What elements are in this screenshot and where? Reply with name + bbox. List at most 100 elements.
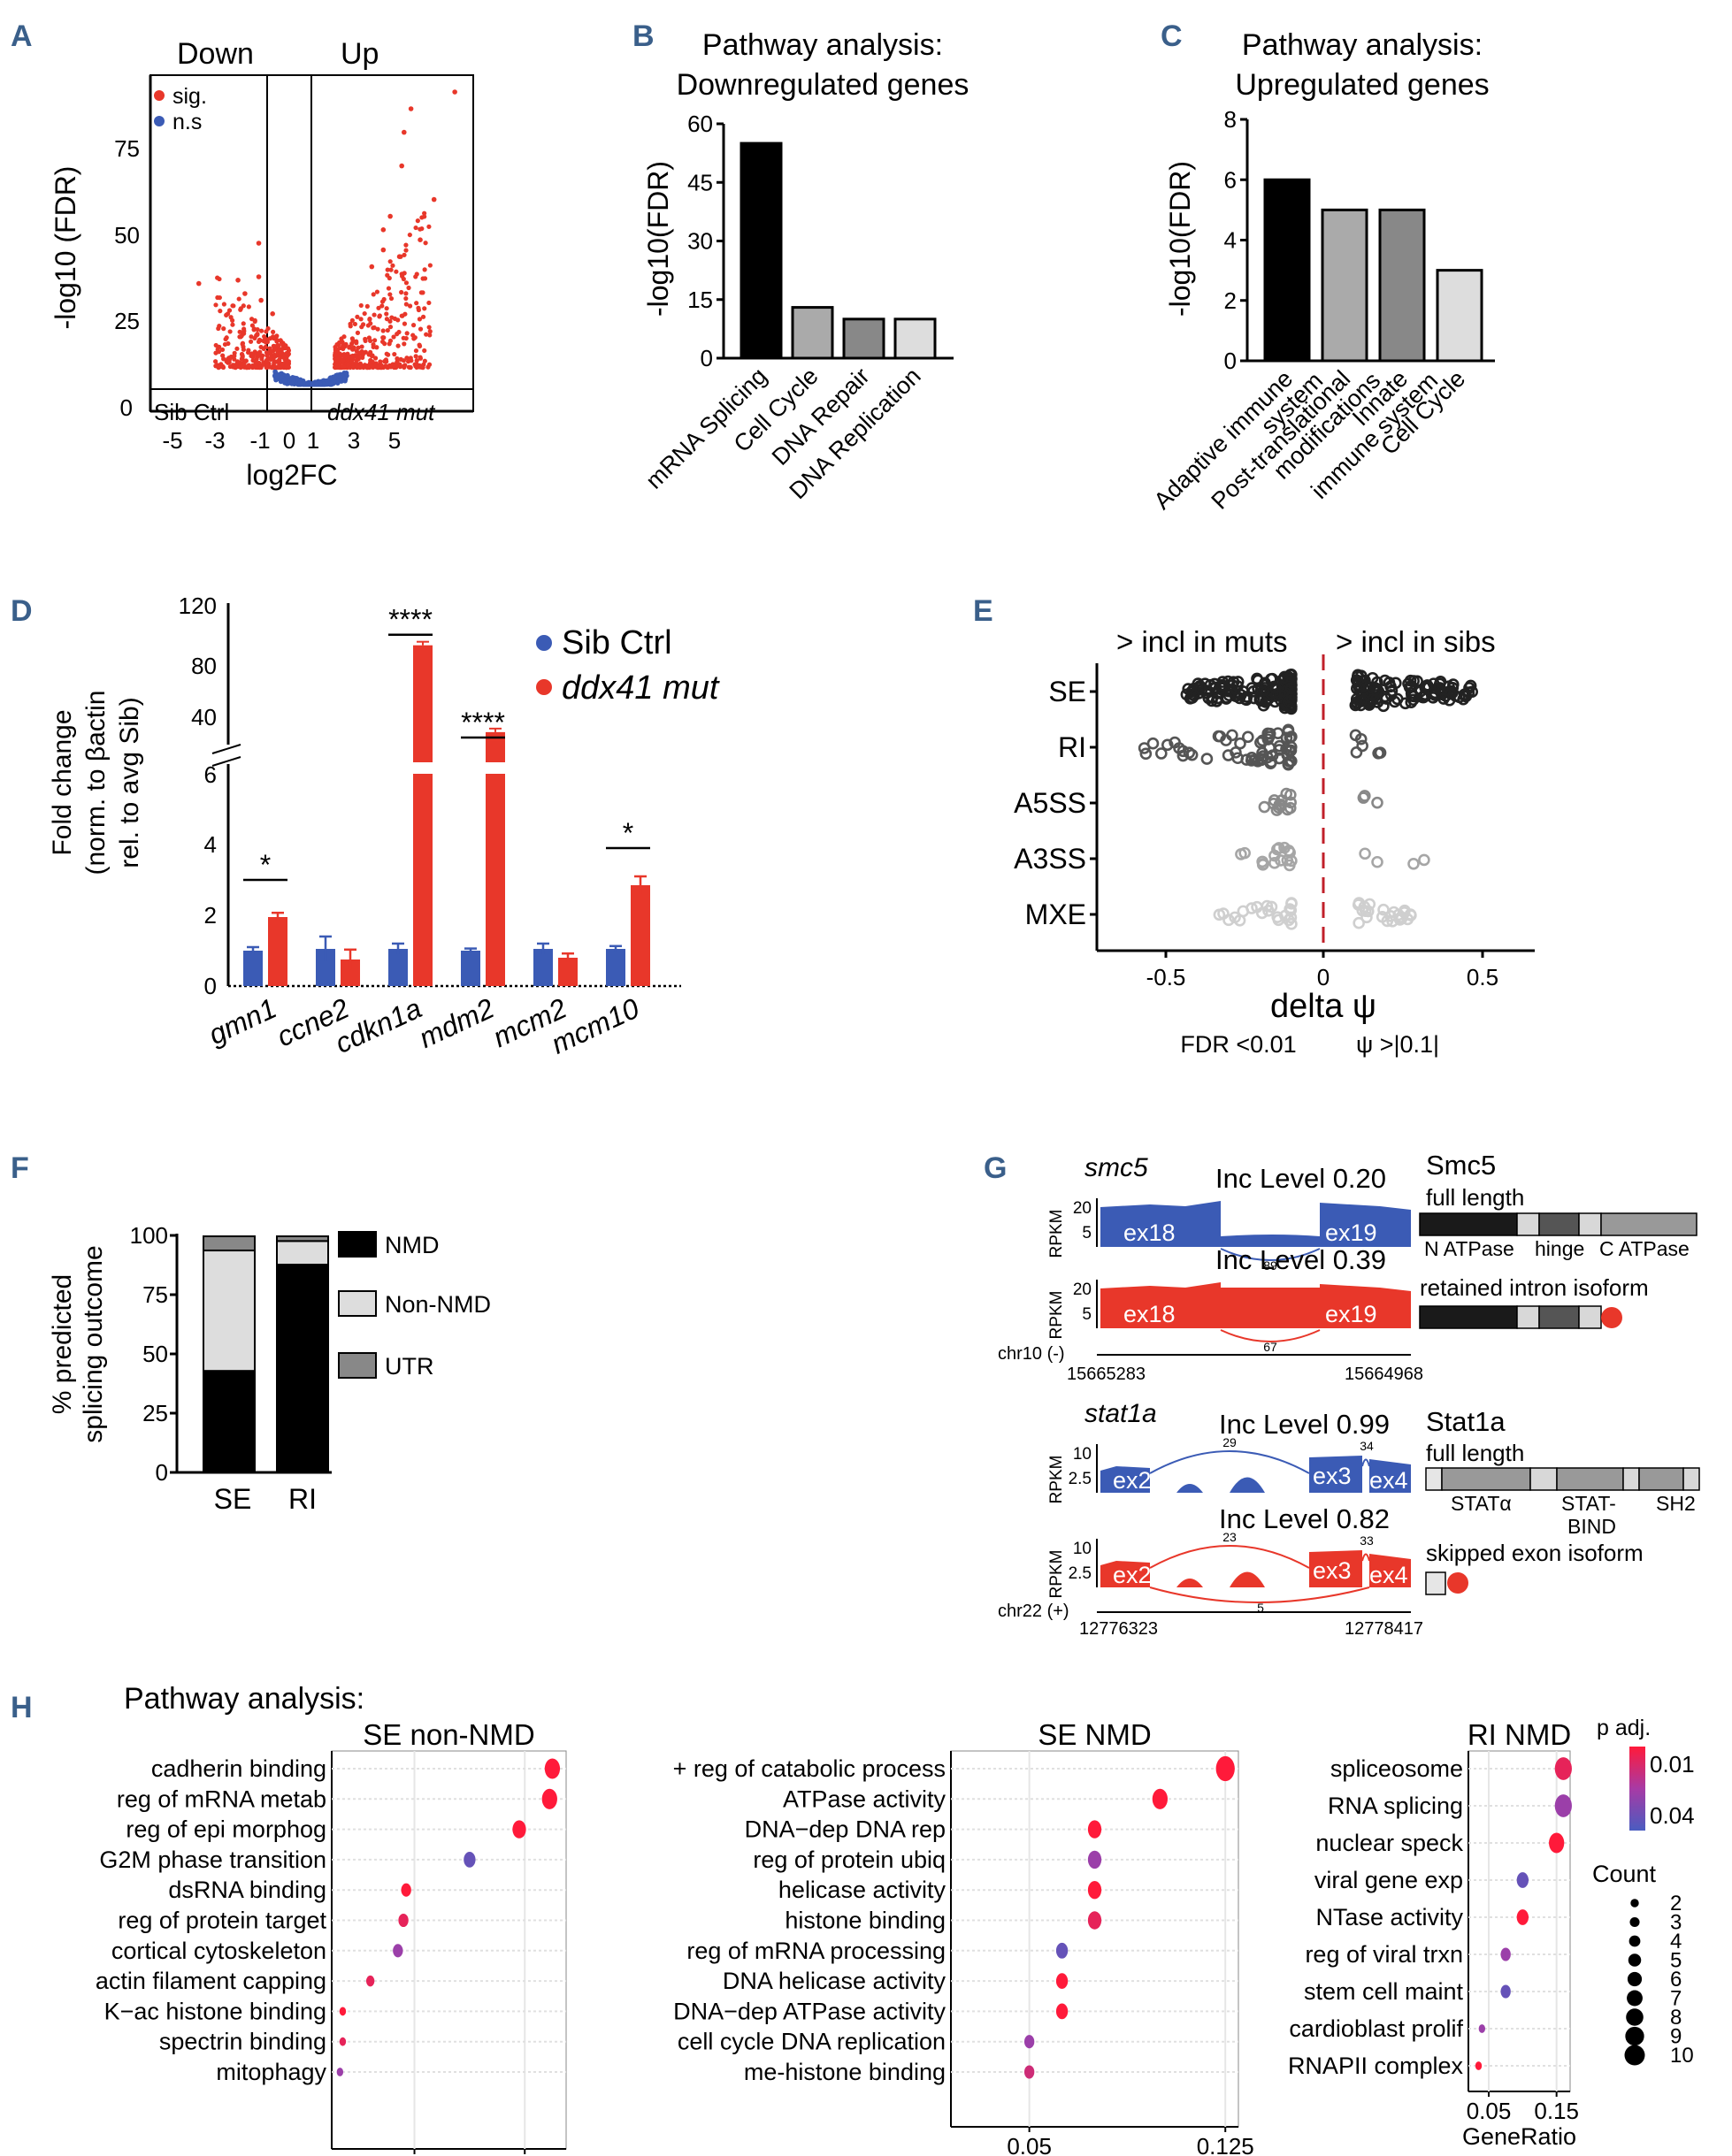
- volcano-point: [363, 349, 368, 355]
- volcano-point: [262, 337, 268, 342]
- psi-point: [1161, 738, 1174, 752]
- volcano-point: [281, 378, 287, 383]
- volcano-point: [268, 356, 274, 361]
- y-tick: 100: [130, 1222, 168, 1249]
- volcano-point: [258, 364, 264, 370]
- psi-point: [1284, 676, 1298, 689]
- psi-point: [1226, 729, 1238, 742]
- volcano-point: [422, 267, 427, 272]
- x-tick: -5: [162, 427, 182, 454]
- term-label: mitophagy: [216, 2059, 326, 2085]
- y-tick: 2.5: [1069, 1564, 1092, 1583]
- volcano-point: [249, 351, 255, 356]
- coord-end: 15664968: [1345, 1365, 1423, 1384]
- volcano-point: [284, 350, 289, 356]
- psi-point: [1222, 689, 1236, 702]
- subplot-title: RI NMD: [1468, 1718, 1571, 1751]
- term-label: dsRNA binding: [168, 1877, 326, 1903]
- volcano-point: [270, 311, 275, 317]
- term-dot: [1549, 1832, 1565, 1854]
- exon-label: ex2: [1113, 1467, 1152, 1494]
- chart-b-title-line1: Pathway analysis:: [702, 28, 943, 62]
- volcano-point: [273, 377, 279, 383]
- chart-d-bars: **********: [243, 604, 650, 986]
- psi-point: [1252, 674, 1264, 687]
- volcano-point: [414, 301, 419, 306]
- psi-point: [1254, 694, 1268, 707]
- stacked-bar-chart: 0 25 50 75 100 % predicted splicing outc…: [48, 1222, 491, 1515]
- protein-domain: [1419, 1212, 1518, 1236]
- domain-label: C ATPase: [1599, 1237, 1690, 1260]
- gene-name: smc5: [1084, 1153, 1148, 1182]
- chart-h-title: Pathway analysis:: [124, 1682, 364, 1716]
- volcano-point: [383, 363, 388, 369]
- protein-domain: [1638, 1467, 1684, 1491]
- x-tick: 0: [1317, 964, 1330, 990]
- psi-point: [1263, 727, 1276, 740]
- volcano-point: [403, 295, 409, 302]
- term-dot: [339, 2037, 347, 2046]
- protein-domain: [1556, 1467, 1624, 1491]
- volcano-point: [340, 358, 345, 363]
- term-label: G2M phase transition: [99, 1846, 326, 1873]
- panel-label-f: F: [11, 1151, 29, 1185]
- y-tick: 6: [1224, 166, 1237, 193]
- volcano-point: [414, 271, 419, 277]
- volcano-point: [357, 364, 364, 371]
- junction-count: 5: [1257, 1601, 1264, 1615]
- volcano-title-up: Up: [341, 37, 379, 71]
- x-tick: 0.5: [1467, 964, 1498, 990]
- psi-point: [1421, 679, 1434, 692]
- volcano-point: [245, 363, 251, 369]
- volcano-point: [419, 226, 425, 232]
- psi-point: [1437, 692, 1450, 705]
- domain-label: BIND: [1567, 1515, 1616, 1538]
- y-tick: 30: [687, 228, 713, 255]
- coord-start: 12776323: [1079, 1619, 1158, 1639]
- volcano-point: [396, 329, 402, 335]
- volcano-point: [221, 326, 226, 332]
- volcano-point: [402, 321, 408, 326]
- legend-padj-tick: 0.01: [1650, 1751, 1695, 1778]
- volcano-point: [424, 332, 429, 337]
- exon-label: ex19: [1325, 1301, 1377, 1327]
- volcano-point: [332, 375, 338, 381]
- psi-point: [1271, 727, 1284, 739]
- volcano-point: [224, 335, 229, 340]
- volcano-point: [263, 344, 268, 350]
- stacked-segment: [276, 1235, 329, 1242]
- volcano-point: [333, 353, 338, 358]
- volcano-point: [452, 89, 457, 95]
- volcano-point: [372, 356, 379, 361]
- volcano-point: [423, 241, 428, 246]
- term-label: ATPase activity: [783, 1785, 946, 1812]
- volcano-point: [422, 306, 427, 311]
- protein-sub: full length: [1426, 1184, 1524, 1211]
- x-tick: 0.125: [1197, 2133, 1254, 2156]
- volcano-x-ticks: -5 -3 -1 0 1 3 5: [162, 427, 401, 454]
- psi-point: [1233, 692, 1246, 705]
- bar: [243, 951, 263, 986]
- delta-psi-plot: > incl in muts > incl in sibs SE RI A5SS A3…: [1014, 625, 1535, 1058]
- protein-name: Stat1a: [1426, 1406, 1506, 1437]
- term-label: nuclear speck: [1315, 1830, 1463, 1856]
- volcano-point: [376, 305, 381, 310]
- volcano-point: [362, 310, 367, 317]
- bar-chart-downregulated: Pathway analysis: Downregulated genes 0 1…: [640, 28, 969, 504]
- junction-arc: [1220, 1329, 1321, 1342]
- volcano-point: [386, 286, 392, 291]
- psi-point: [1211, 692, 1224, 705]
- psi-point: [1258, 684, 1270, 697]
- coverage-exon: [1309, 1550, 1362, 1587]
- coverage-exon: [1100, 1466, 1150, 1493]
- volcano-point: [368, 321, 373, 326]
- psi-point: [1463, 682, 1475, 694]
- psi-point: [1182, 683, 1194, 695]
- volcano-point: [371, 341, 376, 348]
- y-tick: 8: [1224, 106, 1237, 133]
- term-dot: [1055, 1942, 1069, 1959]
- psi-point: [1248, 753, 1261, 767]
- volcano-point: [391, 334, 396, 340]
- y-tick: 0: [156, 1459, 168, 1486]
